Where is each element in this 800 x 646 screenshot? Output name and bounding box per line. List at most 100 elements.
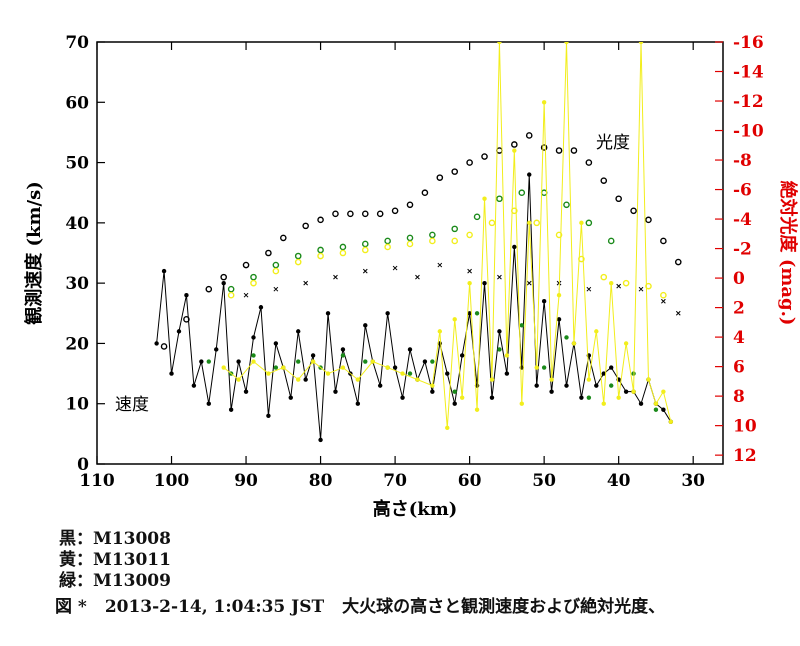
- caption-description: 大火球の高さと観測速度および絶対光度、: [342, 597, 666, 617]
- data-point: [631, 389, 636, 394]
- data-point: [541, 365, 547, 370]
- data-point: [310, 359, 316, 364]
- data-point: [467, 280, 472, 286]
- data-point: [504, 371, 510, 376]
- data-point: [176, 329, 182, 334]
- legend-black-id: M13008: [93, 529, 171, 549]
- y2-tick-label: 8: [733, 387, 745, 407]
- data-point: [638, 401, 644, 406]
- data-point: [332, 210, 339, 218]
- data-point: [497, 274, 502, 280]
- data-point: [199, 359, 204, 364]
- data-point: [459, 353, 465, 358]
- data-point: [525, 132, 533, 139]
- data-point: [518, 189, 526, 197]
- data-point: [600, 273, 608, 281]
- data-point: [206, 401, 211, 406]
- data-point: [445, 425, 450, 431]
- data-point: [250, 273, 257, 281]
- data-point: [272, 261, 280, 269]
- data-point: [340, 353, 346, 358]
- data-point: [474, 407, 480, 412]
- y-tick-label: 50: [65, 154, 89, 174]
- y2-axis-label: 絶対光度 (mag.): [777, 181, 799, 326]
- data-point: [184, 293, 189, 298]
- data-point: [534, 383, 539, 388]
- data-point: [489, 395, 495, 400]
- data-point: [310, 353, 316, 358]
- y2-tick-label: -10: [733, 122, 764, 142]
- data-point: [497, 347, 502, 352]
- data-point: [585, 159, 593, 166]
- data-point: [496, 147, 503, 154]
- data-point: [540, 189, 548, 197]
- y2-tick-label: 2: [733, 299, 745, 319]
- data-point: [555, 147, 563, 154]
- y-tick-label: 70: [65, 33, 89, 53]
- data-point: [303, 377, 308, 382]
- data-point: [340, 347, 346, 352]
- y2-tick-label: -8: [733, 151, 752, 171]
- legend-yellow: 黄：M13011: [59, 545, 171, 570]
- data-point: [482, 196, 487, 201]
- data-point: [296, 377, 301, 382]
- data-point: [251, 359, 256, 364]
- data-point: [280, 234, 287, 242]
- y2-tick-label: 0: [733, 269, 745, 289]
- data-point: [534, 365, 539, 370]
- data-point: [571, 341, 577, 346]
- data-point: [317, 216, 324, 224]
- data-point: [302, 222, 309, 230]
- data-point: [273, 341, 279, 346]
- data-point: [206, 359, 211, 364]
- data-point: [541, 299, 547, 304]
- data-point: [674, 258, 682, 266]
- data-point: [622, 279, 630, 287]
- data-point: [661, 298, 666, 304]
- data-point: [533, 219, 540, 227]
- data-point: [623, 341, 629, 346]
- legend-yellow-label: 黄: [59, 550, 76, 570]
- data-point: [384, 243, 391, 251]
- data-point: [392, 365, 398, 370]
- data-point: [183, 316, 190, 323]
- data-point: [377, 383, 383, 388]
- data-point: [265, 249, 272, 257]
- data-point: [638, 286, 644, 292]
- data-point: [601, 371, 606, 376]
- data-point: [564, 335, 569, 340]
- series-2: [227, 207, 667, 299]
- data-point: [363, 323, 368, 328]
- data-point: [556, 293, 562, 298]
- x-axis: 110 100 90 80 70 60 50 40 30: [79, 42, 705, 491]
- legend-green-sep: ：: [76, 571, 93, 591]
- data-point: [361, 210, 369, 218]
- data-point: [452, 401, 457, 406]
- data-point: [288, 395, 293, 400]
- data-point: [266, 413, 271, 418]
- data-point: [660, 291, 667, 299]
- data-point: [430, 383, 435, 388]
- series-line: [223, 42, 672, 428]
- data-point: [466, 231, 473, 239]
- data-point: [384, 237, 391, 245]
- data-point: [429, 237, 436, 245]
- data-point: [586, 395, 592, 400]
- data-point: [227, 285, 235, 293]
- data-point: [549, 377, 554, 382]
- data-point: [646, 377, 651, 382]
- data-point: [421, 189, 429, 197]
- data-point: [661, 407, 666, 412]
- data-point: [370, 359, 375, 364]
- y2-tick-label: -6: [733, 181, 752, 201]
- data-point: [488, 219, 496, 227]
- data-point: [220, 273, 227, 281]
- data-point: [609, 383, 614, 388]
- data-point: [609, 365, 614, 370]
- plot-frame: [96, 41, 724, 465]
- data-point: [519, 323, 524, 328]
- data-point: [340, 365, 346, 370]
- data-point: [251, 335, 256, 340]
- data-point: [333, 389, 338, 394]
